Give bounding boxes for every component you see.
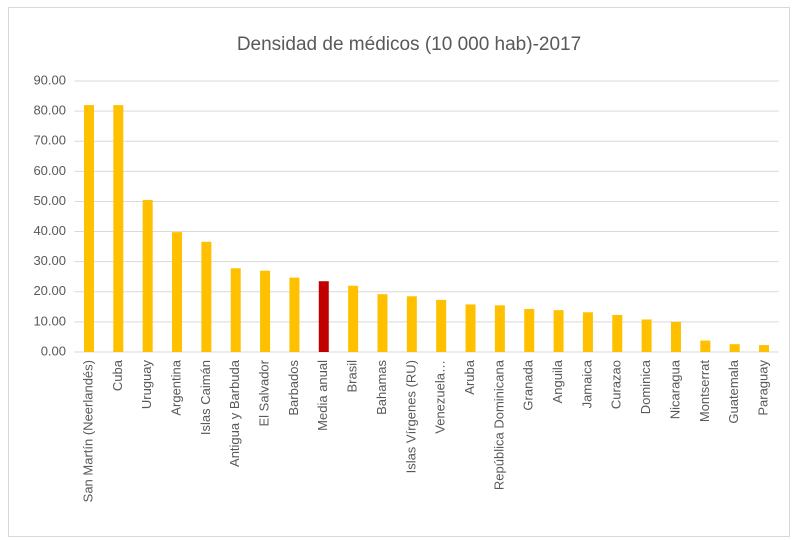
x-tick-label: Brasil: [345, 360, 360, 393]
y-tick-label: 0.00: [41, 343, 66, 358]
y-tick-label: 30.00: [33, 253, 66, 268]
bar: [201, 241, 212, 352]
x-tick-label: Paraguay: [755, 360, 770, 416]
bar: [113, 105, 124, 352]
bar: [406, 296, 417, 352]
x-tick-label: Montserrat: [697, 360, 712, 423]
x-tick-label: República Dominicana: [491, 359, 506, 490]
bar: [83, 105, 94, 352]
x-tick-label: Dominica: [638, 359, 653, 414]
x-tick-label: Barbados: [286, 360, 301, 416]
y-tick-label: 70.00: [33, 133, 66, 148]
bar: [670, 321, 681, 352]
y-tick-label: 40.00: [33, 223, 66, 238]
x-tick-label: El Salvador: [257, 359, 272, 426]
bar: [465, 304, 476, 352]
x-tick-label: Aruba: [462, 359, 477, 394]
bar: [142, 199, 153, 352]
bar: [289, 277, 300, 352]
bar: [700, 340, 711, 352]
y-tick-label: 20.00: [33, 283, 66, 298]
x-tick-label: Nicaragua: [667, 359, 682, 419]
x-tick-label: Granada: [521, 359, 536, 410]
bar: [582, 312, 593, 352]
bar: [436, 299, 447, 352]
y-tick-label: 50.00: [33, 193, 66, 208]
bar: [230, 268, 241, 352]
x-tick-label: Guatemala: [726, 359, 741, 423]
x-tick-label: Media anual: [315, 360, 330, 431]
x-tick-label: San Martín (Neerlandés): [80, 360, 95, 502]
x-tick-label: Jamaica: [579, 359, 594, 408]
bar: [759, 345, 770, 352]
bar: [524, 308, 535, 352]
chart-title: Densidad de médicos (10 000 hab)-2017: [237, 34, 581, 55]
bar: [553, 310, 564, 352]
bar: [172, 232, 183, 352]
bar: [348, 285, 359, 352]
chart-frame: [8, 7, 790, 537]
x-tick-label: Islas Vírgenes (RU): [403, 360, 418, 473]
x-tick-label: Antigua y Barbuda: [227, 359, 242, 467]
x-tick-label: Islas Caimán: [198, 360, 213, 435]
x-tick-label: Anguila: [550, 359, 565, 403]
bar: [494, 305, 505, 352]
bar: [260, 270, 271, 352]
x-tick-label: Bahamas: [374, 360, 389, 415]
x-tick-label: Argentina: [168, 359, 183, 415]
bar: [377, 294, 388, 352]
y-tick-label: 60.00: [33, 163, 66, 178]
bar: [729, 344, 740, 352]
x-tick-label: Uruguay: [139, 360, 154, 410]
y-tick-label: 80.00: [33, 103, 66, 118]
bar: [318, 281, 329, 352]
x-tick-label: Curazao: [609, 360, 624, 409]
x-tick-label: Venezuela…: [433, 360, 448, 434]
bar: [641, 319, 652, 352]
x-tick-label: Cuba: [110, 359, 125, 391]
y-tick-label: 10.00: [33, 313, 66, 328]
y-tick-label: 90.00: [33, 72, 66, 87]
bar: [612, 314, 623, 352]
